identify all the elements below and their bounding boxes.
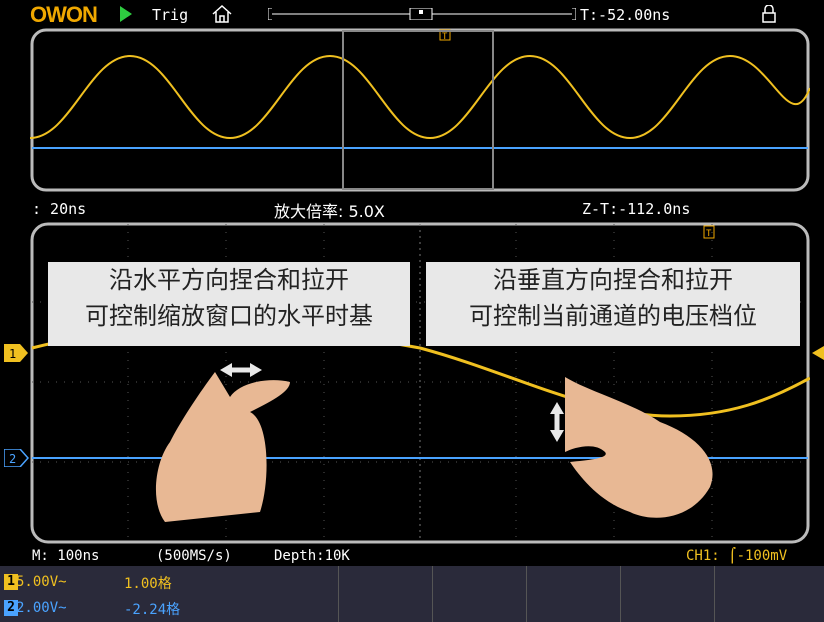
menu-slot[interactable] bbox=[620, 566, 715, 622]
record-depth: Depth:10K bbox=[274, 548, 350, 564]
sample-rate: (500MS/s) bbox=[156, 548, 232, 564]
channel-info-table bbox=[0, 566, 824, 622]
hint-line: 沿垂直方向捏合和拉开 bbox=[493, 266, 733, 294]
menu-slot[interactable] bbox=[338, 566, 433, 622]
horizontal-pinch-hint: 沿水平方向捏合和拉开 可控制缩放窗口的水平时基 bbox=[48, 262, 410, 346]
magnification-label: 放大倍率: 5.0X bbox=[274, 202, 385, 221]
ch1-badge: 1 bbox=[4, 574, 18, 590]
svg-text:1: 1 bbox=[9, 347, 16, 361]
svg-text:T: T bbox=[442, 32, 448, 42]
ch2-offset: -2.24格 bbox=[124, 602, 181, 618]
ch1-volts: 5.00V~ bbox=[16, 574, 67, 590]
run-play-icon[interactable] bbox=[120, 6, 132, 22]
ch2-badge: 2 bbox=[4, 600, 18, 616]
zoom-time-readout: Z-T:-112.0ns bbox=[582, 200, 691, 218]
hint-line: 可控制当前通道的电压档位 bbox=[469, 302, 757, 330]
vertical-pinch-hint: 沿垂直方向捏合和拉开 可控制当前通道的电压档位 bbox=[426, 262, 800, 346]
ch2-level-marker[interactable]: 2 bbox=[4, 449, 30, 467]
hint-line: 可控制缩放窗口的水平时基 bbox=[85, 302, 373, 330]
menu-slot[interactable] bbox=[432, 566, 527, 622]
home-icon[interactable] bbox=[211, 4, 233, 24]
ch1-level-marker[interactable]: 1 bbox=[4, 344, 30, 362]
hint-line: 沿水平方向捏合和拉开 bbox=[109, 266, 349, 294]
main-waveform-screen[interactable]: T bbox=[30, 222, 810, 544]
menu-slot[interactable] bbox=[714, 566, 811, 622]
owon-logo: OWON bbox=[30, 2, 98, 27]
time-delay-readout: T:-52.00ns bbox=[580, 6, 671, 24]
ch2-volts: 2.00V~ bbox=[16, 600, 67, 616]
menu-slot[interactable] bbox=[526, 566, 621, 622]
trigger-info: CH1: ⌠-100mV bbox=[686, 548, 788, 564]
ch1-overview-trace bbox=[30, 54, 810, 140]
pinch-vertical-hand-icon bbox=[550, 377, 713, 518]
lock-icon bbox=[762, 5, 776, 23]
trigger-state-label: Trig bbox=[152, 6, 189, 24]
zoom-window-frame[interactable] bbox=[342, 30, 494, 190]
svg-text:2: 2 bbox=[9, 452, 16, 466]
pinch-horizontal-hand-icon bbox=[155, 363, 290, 522]
ch1-offset: 1.00格 bbox=[124, 576, 172, 592]
trigger-level-marker[interactable] bbox=[812, 346, 824, 360]
memory-position-bar[interactable] bbox=[268, 8, 576, 20]
zoom-timebase: : 20ns bbox=[32, 200, 87, 218]
main-timebase: M: 100ns bbox=[32, 548, 100, 564]
main-trigger-icon: T bbox=[703, 225, 715, 239]
svg-text:T: T bbox=[706, 229, 712, 239]
